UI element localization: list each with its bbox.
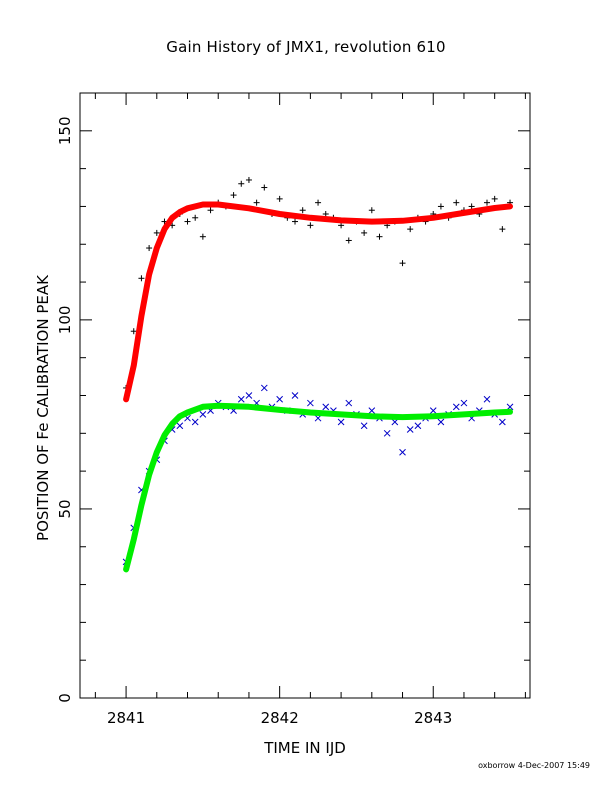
plus-point <box>483 199 490 206</box>
y-tick-label: 100 <box>56 306 74 335</box>
cross-point <box>483 395 491 403</box>
plus-point <box>399 260 406 267</box>
plus-point <box>245 176 252 183</box>
y-tick-label: 0 <box>56 693 74 703</box>
cross-point <box>237 395 245 403</box>
plus-point <box>292 218 299 225</box>
plus-point <box>361 229 368 236</box>
plus-point <box>368 207 375 214</box>
cross-point <box>414 422 422 430</box>
cross-point <box>276 395 284 403</box>
fit-curves <box>123 201 513 573</box>
cross-point <box>429 407 437 414</box>
x-tick-label: 2841 <box>107 709 145 727</box>
cross-point <box>506 403 514 411</box>
plus-point <box>345 237 352 244</box>
cross-point <box>406 426 414 433</box>
x-axis-label: TIME IN IJD <box>264 739 346 757</box>
plot-frame <box>79 92 531 699</box>
plus-point <box>238 180 245 187</box>
cross-point <box>437 418 445 426</box>
cross-point <box>191 418 199 426</box>
plus-point <box>146 245 153 252</box>
cross-point <box>337 418 345 426</box>
cross-point <box>452 403 460 411</box>
cross-point <box>245 392 253 399</box>
cross-point <box>391 418 399 426</box>
cross-point <box>291 392 299 399</box>
plus-point <box>299 207 306 214</box>
cross-point <box>399 448 406 456</box>
plus-point <box>322 211 329 217</box>
fit-curve-2 <box>123 201 513 403</box>
y-tick-label: 150 <box>56 116 74 145</box>
y-tick-label: 50 <box>56 499 74 518</box>
plus-point <box>276 195 283 202</box>
plus-point <box>199 233 206 240</box>
plus-point <box>153 229 160 236</box>
cross-point <box>176 422 184 430</box>
plus-point <box>437 203 444 210</box>
plus-point <box>499 226 506 233</box>
cross-point <box>307 399 314 407</box>
cross-point <box>368 407 376 414</box>
cross-point <box>383 429 391 437</box>
fit-curve-3 <box>123 402 513 573</box>
y-axis-label: POSITION OF Fe CALIBRATION PEAK <box>34 275 52 541</box>
cross-point <box>345 399 353 407</box>
plus-point <box>138 275 145 282</box>
plus-point <box>315 199 322 206</box>
plus-point <box>376 233 383 240</box>
x-tick-label: 2843 <box>414 709 452 727</box>
plus-point <box>453 199 460 206</box>
plus-point <box>261 184 268 191</box>
plus-point <box>184 218 191 225</box>
cross-point <box>460 399 468 407</box>
chart-title: Gain History of JMX1, revolution 610 <box>166 38 446 56</box>
plus-point <box>253 199 260 206</box>
plus-point <box>192 214 199 221</box>
cross-point <box>322 403 330 411</box>
plus-point <box>491 195 498 202</box>
footer-credit: oxborrow 4-Dec-2007 15:49 <box>478 761 590 770</box>
axis-ticks <box>80 92 530 699</box>
cross-point <box>314 414 322 422</box>
cross-point <box>260 384 268 392</box>
plus-point <box>468 203 475 210</box>
plus-point <box>407 226 414 233</box>
cross-point <box>199 411 207 418</box>
cross-point <box>360 422 368 430</box>
plus-point <box>230 192 237 199</box>
plus-point <box>307 222 314 229</box>
plus-point <box>130 328 137 335</box>
x-tick-label: 2842 <box>261 709 299 727</box>
data-points <box>122 176 514 566</box>
axis-tick-labels: 0 50 100 150 2841 2842 2843 <box>56 116 452 727</box>
cross-point <box>499 418 506 426</box>
plus-point <box>207 207 214 214</box>
